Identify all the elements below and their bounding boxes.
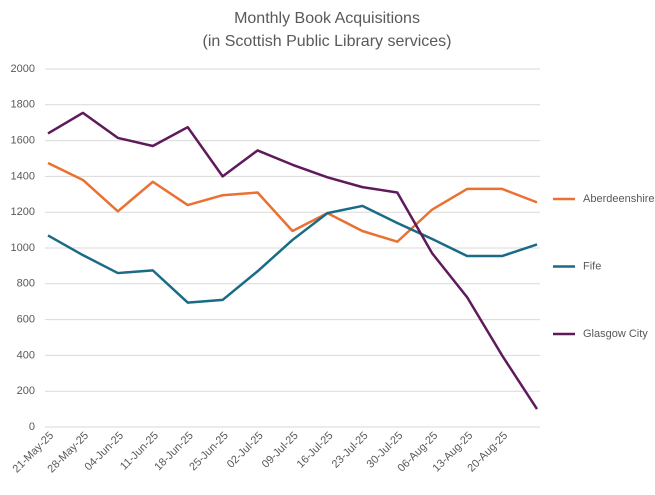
y-tick-label: 1200 <box>11 206 35 218</box>
x-tick-label: 23-Jul-25 <box>330 430 371 471</box>
chart-title: Monthly Book Acquisitions <box>234 10 420 27</box>
legend-label: Aberdeenshire <box>583 193 655 205</box>
series-line <box>47 161 538 243</box>
legend-label: Fife <box>583 260 601 272</box>
y-tick-label: 200 <box>17 385 35 397</box>
y-tick-label: 1600 <box>11 135 35 147</box>
series-line <box>47 111 539 410</box>
y-tick-label: 600 <box>17 314 35 326</box>
series-line <box>47 204 538 304</box>
legend-label: Glasgow City <box>583 328 648 340</box>
y-tick-label: 2000 <box>11 63 35 75</box>
x-tick-label: 16-Jul-25 <box>295 430 336 471</box>
x-tick-label: 09-Jul-25 <box>260 430 301 471</box>
y-tick-label: 1800 <box>11 99 35 111</box>
chart-subtitle: (in Scottish Public Library services) <box>203 33 452 50</box>
y-tick-label: 0 <box>29 421 35 433</box>
x-tick-label: 02-Jul-25 <box>225 430 266 471</box>
y-tick-label: 1000 <box>11 242 35 254</box>
y-tick-label: 1400 <box>11 170 35 182</box>
y-tick-label: 400 <box>17 349 35 361</box>
y-tick-label: 800 <box>17 278 35 290</box>
